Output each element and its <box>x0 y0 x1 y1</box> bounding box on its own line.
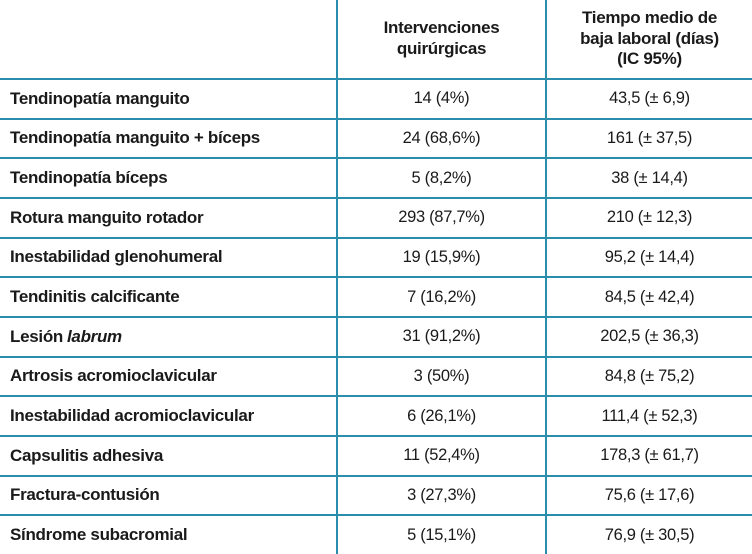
row-label: Fractura-contusión <box>10 485 160 505</box>
row-label: Capsulitis adhesiva <box>10 445 164 465</box>
col-header-interventions: Intervenciones quirúrgicas <box>336 0 545 78</box>
col-header-leave-time-line: (IC 95%) <box>617 49 682 69</box>
leave-time-value: 75,6 (± 17,6) <box>545 476 752 515</box>
row-label: Rotura manguito rotador <box>10 207 204 227</box>
col-header-interventions-line: Intervenciones <box>383 18 500 38</box>
leave-time-value: 43,5 (± 6,9) <box>545 80 752 118</box>
row-label: Inestabilidad glenohumeral <box>10 247 223 267</box>
row-label: Tendinopatía bíceps <box>10 168 168 188</box>
interventions-value: 7 (16,2%) <box>336 278 545 316</box>
col-header-leave-time: Tiempo medio de baja laboral (días) (IC … <box>545 0 752 78</box>
table-header-row: Intervenciones quirúrgicas Tiempo medio … <box>0 0 752 78</box>
row-label-italic-term: labrum <box>67 326 122 346</box>
row-label: Lesión labrum <box>10 326 122 346</box>
leave-time-value: 111,4 (± 52,3) <box>545 397 752 435</box>
row-label: Síndrome subacromial <box>10 525 188 545</box>
interventions-value: 31 (91,2%) <box>336 318 545 356</box>
table-row: Artrosis acromioclavicular 3 (50%) 84,8 … <box>0 355 752 396</box>
table-row: Fractura-contusión 3 (27,3%) 75,6 (± 17,… <box>0 474 752 515</box>
leave-time-value: 84,5 (± 42,4) <box>545 278 752 316</box>
interventions-value: 24 (68,6%) <box>336 119 545 158</box>
leave-time-value: 210 (± 12,3) <box>545 199 752 237</box>
table-row: Tendinopatía manguito + bíceps 24 (68,6%… <box>0 117 752 158</box>
row-label: Inestabilidad acromioclavicular <box>10 406 254 426</box>
row-label: Tendinopatía manguito <box>10 88 190 108</box>
table-row: Capsulitis adhesiva 11 (52,4%) 178,3 (± … <box>0 435 752 475</box>
col-header-leave-time-line: baja laboral (días) <box>580 28 719 48</box>
table-row: Inestabilidad glenohumeral 19 (15,9%) 95… <box>0 236 752 277</box>
leave-time-value: 38 (± 14,4) <box>545 159 752 197</box>
interventions-value: 5 (8,2%) <box>336 159 545 197</box>
leave-time-value: 202,5 (± 36,3) <box>545 318 752 356</box>
table-row: Tendinitis calcificante 7 (16,2%) 84,5 (… <box>0 276 752 316</box>
table-row: Tendinopatía manguito 14 (4%) 43,5 (± 6,… <box>0 78 752 118</box>
interventions-value: 3 (27,3%) <box>336 476 545 515</box>
table-row: Tendinopatía bíceps 5 (8,2%) 38 (± 14,4) <box>0 157 752 197</box>
table-row: Síndrome subacromial 5 (15,1%) 76,9 (± 3… <box>0 514 752 554</box>
interventions-value: 3 (50%) <box>336 357 545 396</box>
leave-time-value: 161 (± 37,5) <box>545 119 752 158</box>
row-label: Artrosis acromioclavicular <box>10 366 217 386</box>
table-row: Inestabilidad acromioclavicular 6 (26,1%… <box>0 395 752 435</box>
col-header-interventions-line: quirúrgicas <box>396 39 487 58</box>
leave-time-value: 95,2 (± 14,4) <box>545 238 752 277</box>
table-row: Rotura manguito rotador 293 (87,7%) 210 … <box>0 197 752 237</box>
leave-time-value: 178,3 (± 61,7) <box>545 437 752 475</box>
row-label: Tendinopatía manguito + bíceps <box>10 128 260 148</box>
leave-time-value: 76,9 (± 30,5) <box>545 516 752 554</box>
interventions-value: 5 (15,1%) <box>336 516 545 554</box>
col-header-leave-time-line: Tiempo medio de <box>582 7 717 27</box>
header-empty-cell <box>0 0 336 78</box>
table-row: Lesión labrum 31 (91,2%) 202,5 (± 36,3) <box>0 316 752 356</box>
interventions-value: 6 (26,1%) <box>336 397 545 435</box>
leave-time-value: 84,8 (± 75,2) <box>545 357 752 396</box>
interventions-value: 19 (15,9%) <box>336 238 545 277</box>
interventions-value: 14 (4%) <box>336 80 545 118</box>
interventions-value: 11 (52,4%) <box>336 437 545 475</box>
row-label: Tendinitis calcificante <box>10 287 180 307</box>
interventions-value: 293 (87,7%) <box>336 199 545 237</box>
